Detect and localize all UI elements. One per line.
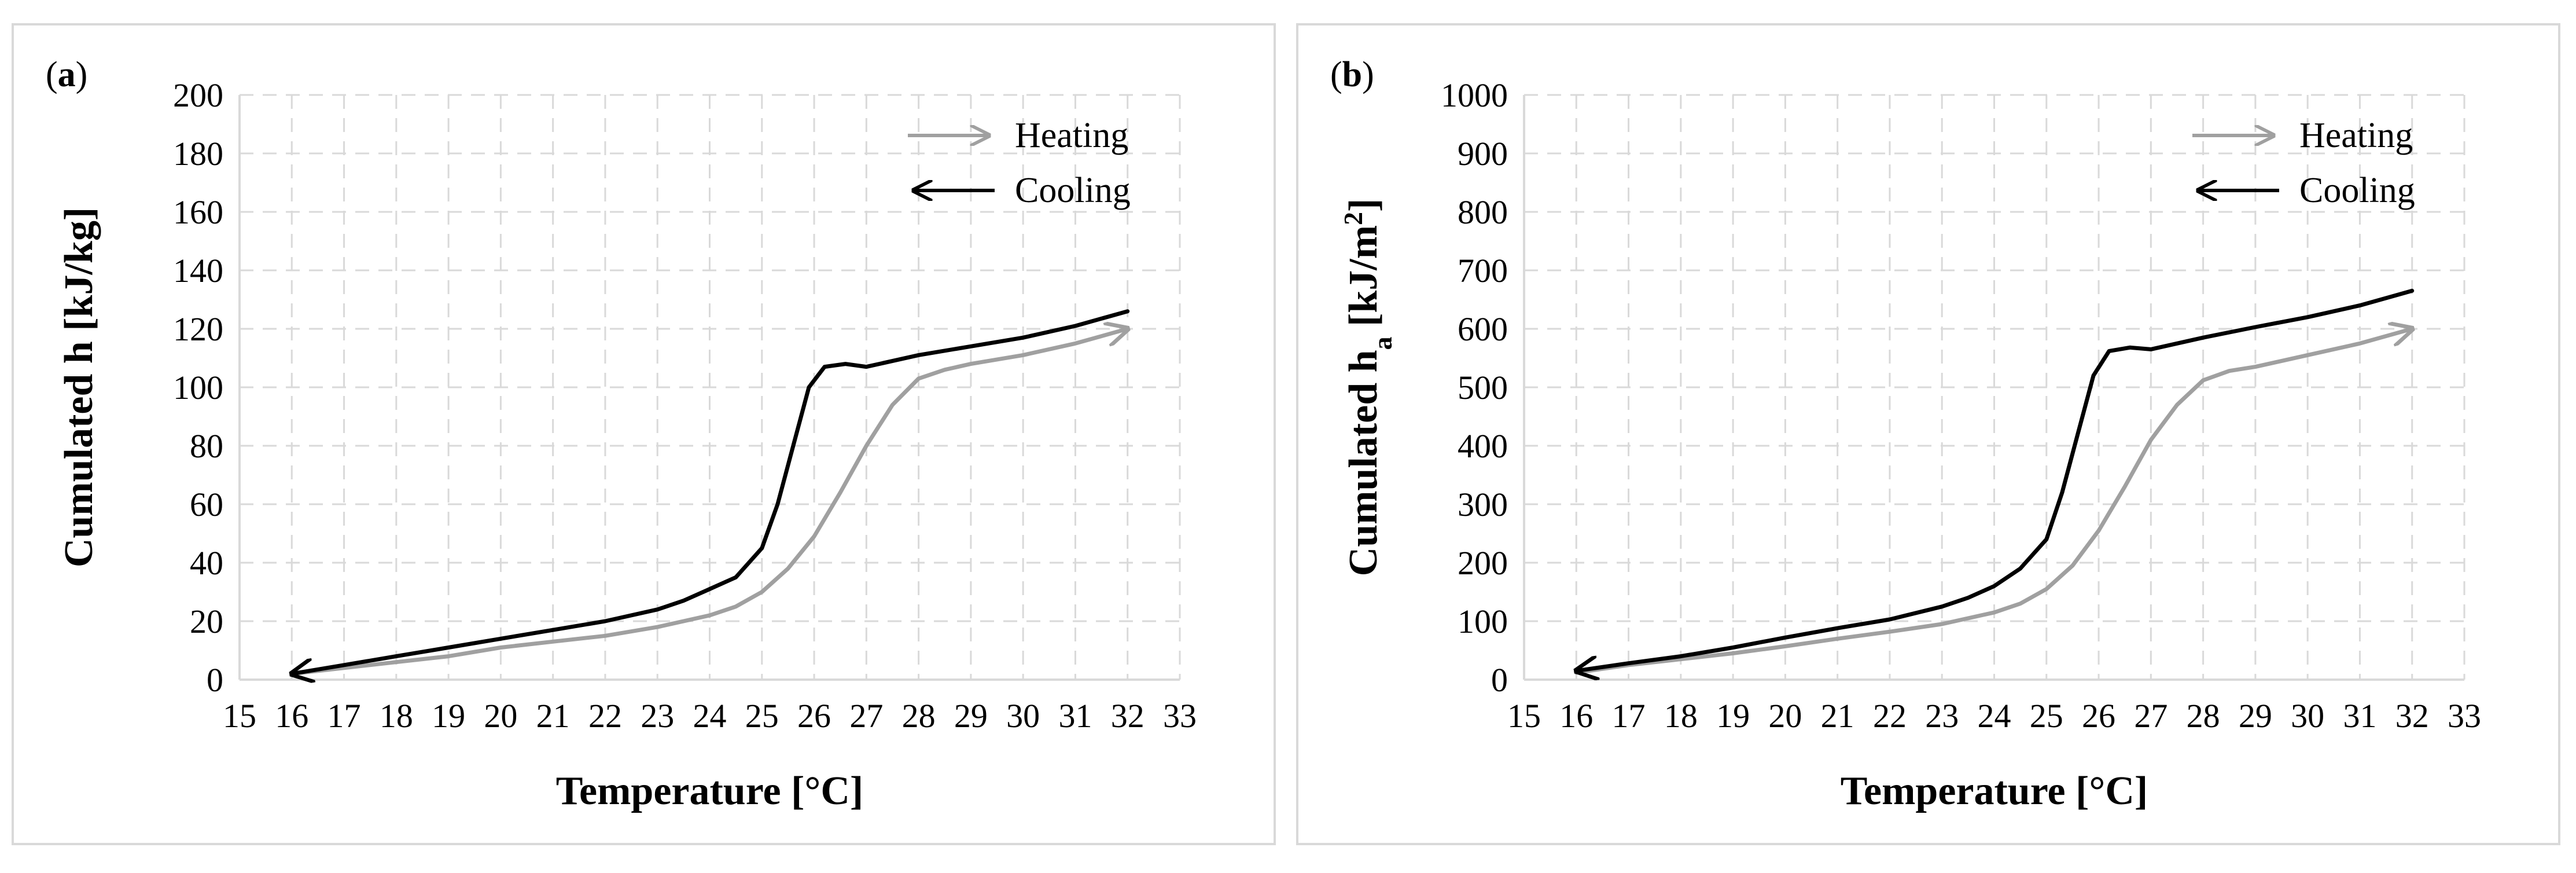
chart-b-svg: (b) 15 16 17 18 19 20 21 22 23 24 25 26 27 28 29 30 31 32 3… <box>1330 55 2481 813</box>
chart-a-x-tick-label-24: 24 <box>693 697 727 735</box>
chart-a-x-tick-label-30: 30 <box>1006 697 1040 735</box>
chart-a-series-heating-line <box>289 329 1127 676</box>
chart-a-x-tick-label-33: 33 <box>1163 697 1197 735</box>
chart-b-x-tick-label-21: 21 <box>1821 697 1854 735</box>
chart-a-x-tick-label-29: 29 <box>954 697 988 735</box>
chart-a-y-tick-label-160: 160 <box>173 193 223 231</box>
chart-b-y-tick-label-900: 900 <box>1458 135 1508 173</box>
chart-a-svg: (a) 15 16 17 18 19 20 21 22 23 24 25 26 27 28 29 30 31 32 3… <box>46 55 1197 813</box>
chart-a-x-tick-label-25: 25 <box>745 697 779 735</box>
chart-b-y-tick-label-500: 500 <box>1458 369 1508 406</box>
chart-a-x-tick-label-28: 28 <box>902 697 936 735</box>
chart-b-y-tick-label-200: 200 <box>1458 544 1508 582</box>
chart-b-x-tick-label-15: 15 <box>1507 697 1541 735</box>
chart-a-x-tick-label-16: 16 <box>275 697 308 735</box>
chart-a-x-tick-label-19: 19 <box>432 697 465 735</box>
chart-b-y-tick-label-1000: 1000 <box>1441 76 1508 114</box>
chart-b-y-tick-label-600: 600 <box>1458 310 1508 348</box>
chart-a-x-tick-label-15: 15 <box>223 697 256 735</box>
chart-a-x-tick-label-32: 32 <box>1111 697 1145 735</box>
chart-a-y-tick-label-200: 200 <box>173 76 223 114</box>
chart-b-y-tick-label-0: 0 <box>1491 661 1508 699</box>
chart-a-y-tick-label-80: 80 <box>190 427 223 465</box>
chart-a-panel-label: (a) <box>46 55 87 94</box>
chart-b-x-tick-label-23: 23 <box>1925 697 1959 735</box>
chart-b-series-cooling-line <box>1576 288 2415 671</box>
chart-b-x-tick-label-28: 28 <box>2187 697 2220 735</box>
chart-a-x-tick-label-26: 26 <box>797 697 831 735</box>
chart-a-series-cooling-line <box>292 309 1130 674</box>
chart-b-panel-label: (b) <box>1330 55 1374 94</box>
chart-a-legend-heating-label: Heating <box>1015 116 1128 155</box>
chart-b-y-tick-label-800: 800 <box>1458 193 1508 231</box>
chart-a-y-tick-label-180: 180 <box>173 135 223 173</box>
chart-a-y-axis-label: Cumulated h [kJ/kg] <box>57 207 101 567</box>
chart-b-x-tick-label-31: 31 <box>2343 697 2376 735</box>
chart-b-x-tick-label-29: 29 <box>2239 697 2272 735</box>
chart-a-x-tick-label-21: 21 <box>536 697 570 735</box>
chart-b-legend-heating-label: Heating <box>2299 116 2413 155</box>
chart-a-x-tick-label-18: 18 <box>380 697 413 735</box>
chart-a-y-tick-label-140: 140 <box>173 252 223 289</box>
chart-panel-a: (a) 15 16 17 18 19 20 21 22 23 24 25 26 27 28 29 30 31 32 3… <box>12 23 1276 845</box>
chart-b-x-tick-label-30: 30 <box>2291 697 2324 735</box>
chart-a-x-tick-label-23: 23 <box>641 697 674 735</box>
chart-a-y-tick-label-40: 40 <box>190 544 223 582</box>
chart-panel-b: (b) 15 16 17 18 19 20 21 22 23 24 25 26 27 28 29 30 31 32 3… <box>1296 23 2560 845</box>
chart-a-x-tick-label-20: 20 <box>484 697 517 735</box>
chart-a-legend-cooling-label: Cooling <box>1015 171 1131 210</box>
chart-b-x-tick-label-20: 20 <box>1768 697 1802 735</box>
chart-b-x-axis-label: Temperature [°C] <box>1841 769 2148 813</box>
chart-b-y-tick-label-700: 700 <box>1458 252 1508 289</box>
chart-b-x-tick-label-26: 26 <box>2082 697 2115 735</box>
chart-b-x-tick-label-33: 33 <box>2448 697 2481 735</box>
chart-b-y-axis-label: Cumulated ha [kJ/m2] <box>1338 199 1397 577</box>
chart-b-x-tick-label-16: 16 <box>1559 697 1593 735</box>
chart-b-x-tick-label-27: 27 <box>2134 697 2167 735</box>
chart-b-y-tick-label-400: 400 <box>1458 427 1508 465</box>
chart-b-y-tick-label-300: 300 <box>1458 486 1508 523</box>
chart-a-y-tick-label-60: 60 <box>190 486 223 523</box>
chart-b-x-tick-label-22: 22 <box>1873 697 1907 735</box>
chart-a-x-axis-label: Temperature [°C] <box>556 769 864 813</box>
chart-a-x-tick-label-22: 22 <box>588 697 622 735</box>
chart-a-x-tick-label-31: 31 <box>1058 697 1092 735</box>
chart-b-x-tick-label-25: 25 <box>2030 697 2063 735</box>
chart-b-legend-cooling-label: Cooling <box>2299 171 2415 210</box>
chart-a-y-tick-label-20: 20 <box>190 603 223 640</box>
chart-a-y-tick-label-120: 120 <box>173 310 223 348</box>
chart-b-x-tick-label-32: 32 <box>2395 697 2429 735</box>
chart-b-x-tick-label-17: 17 <box>1612 697 1646 735</box>
chart-a-y-tick-label-0: 0 <box>207 661 223 699</box>
chart-b-x-tick-label-19: 19 <box>1716 697 1750 735</box>
chart-b-series-heating-line <box>1574 329 2412 675</box>
chart-a-x-tick-label-27: 27 <box>849 697 883 735</box>
chart-a-x-tick-label-17: 17 <box>327 697 361 735</box>
chart-b-y-tick-label-100: 100 <box>1458 603 1508 640</box>
chart-a-y-tick-label-100: 100 <box>173 369 223 406</box>
chart-b-x-tick-label-18: 18 <box>1664 697 1698 735</box>
chart-b-x-tick-label-24: 24 <box>1978 697 2011 735</box>
